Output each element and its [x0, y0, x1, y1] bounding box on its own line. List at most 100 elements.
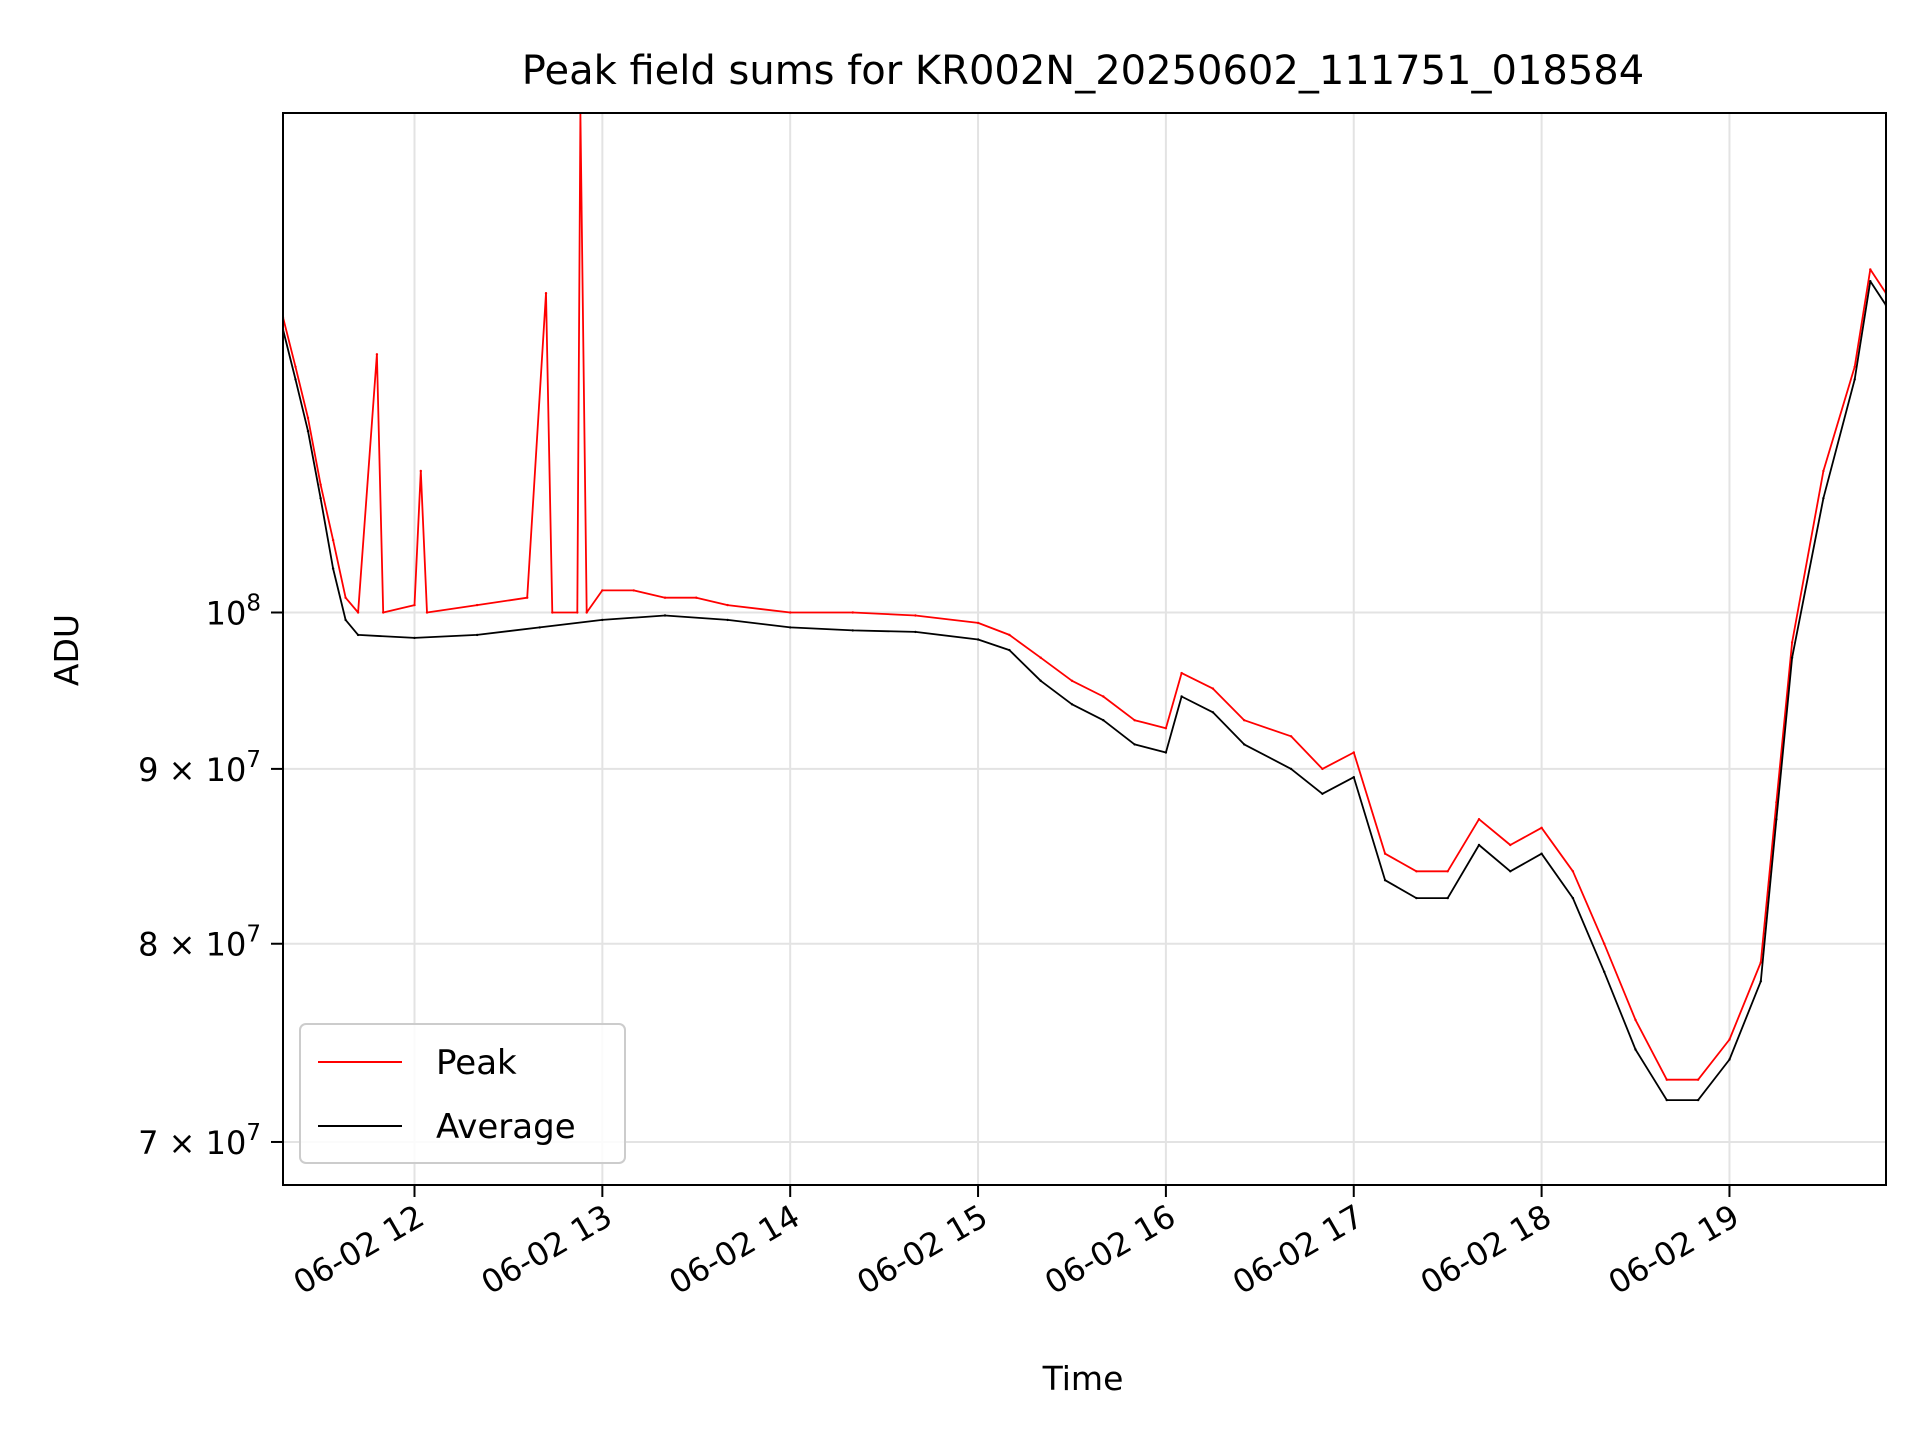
y-tick-label: 8 × 107 — [138, 922, 261, 964]
series-point — [1603, 942, 1606, 945]
series-point — [413, 636, 416, 640]
series-point — [294, 365, 297, 368]
series-point — [1696, 1078, 1700, 1081]
series-point — [1415, 870, 1418, 873]
series-point — [1321, 767, 1324, 771]
series-point — [1243, 719, 1246, 722]
legend: Peak Average — [299, 1023, 626, 1164]
series-point — [1415, 896, 1418, 900]
series-point — [851, 611, 854, 614]
series-point — [1634, 1018, 1637, 1022]
series-point — [601, 618, 604, 622]
series-point — [475, 633, 479, 637]
series-point — [1164, 751, 1168, 754]
series-point — [319, 483, 322, 486]
series-point — [1759, 980, 1763, 983]
series-point — [544, 292, 548, 295]
series-point — [789, 626, 792, 629]
series-point — [1133, 719, 1136, 722]
series-point — [1070, 703, 1074, 706]
series-point — [1211, 711, 1215, 714]
series-point — [1853, 378, 1856, 381]
series-point — [344, 596, 347, 599]
series-point — [1383, 879, 1387, 882]
series-point — [695, 596, 698, 599]
series-point — [551, 611, 554, 614]
series-point — [1790, 641, 1794, 644]
series-point — [1728, 1058, 1731, 1061]
series-point — [1164, 727, 1168, 730]
series-point — [851, 629, 854, 632]
series-point — [914, 614, 917, 617]
series-point — [1070, 679, 1074, 682]
series-point — [306, 416, 310, 420]
series-point — [1696, 1098, 1700, 1102]
series-point — [663, 596, 667, 599]
series-point — [576, 611, 579, 614]
series-point — [1180, 671, 1183, 675]
series-point — [1634, 1048, 1637, 1051]
plot-series — [283, 113, 1886, 1102]
series-point — [726, 618, 729, 622]
legend-label: Peak — [436, 1043, 517, 1083]
series-point — [1540, 826, 1543, 829]
legend-box — [299, 1023, 626, 1164]
series-point — [1180, 695, 1183, 698]
series-point — [1008, 648, 1011, 652]
series-point — [375, 353, 379, 356]
series-point — [1728, 1038, 1731, 1041]
series-point — [475, 603, 479, 607]
series-point — [1352, 751, 1356, 754]
chart-title: Peak field sums for KR002N_20250602_1117… — [522, 48, 1644, 94]
series-point — [1477, 843, 1481, 847]
series-point — [1289, 735, 1293, 738]
series-point — [319, 497, 322, 500]
series-point — [1211, 687, 1215, 690]
series-point — [1102, 695, 1105, 698]
series-point — [1775, 801, 1778, 804]
series-point — [1102, 719, 1105, 722]
series-line-average — [283, 280, 1886, 1101]
series-point — [1665, 1098, 1669, 1102]
series-point — [306, 429, 310, 433]
series-point — [1352, 776, 1356, 779]
series-point — [526, 596, 529, 599]
series-point — [1869, 280, 1872, 283]
series-point — [1509, 843, 1512, 847]
series-point — [419, 469, 422, 473]
series-point — [1383, 852, 1387, 855]
series-point — [1571, 870, 1575, 873]
x-axis-label: Time — [1042, 1359, 1124, 1398]
series-point — [585, 611, 588, 614]
series-point — [1243, 743, 1246, 746]
series-point — [1477, 818, 1481, 821]
series-point — [1509, 870, 1512, 873]
series-point — [1133, 743, 1136, 746]
y-axis-label: ADU — [47, 614, 86, 686]
series-point — [1822, 497, 1825, 500]
series-point — [1822, 469, 1825, 473]
series-point — [1665, 1078, 1669, 1081]
series-point — [331, 538, 335, 542]
series-point — [601, 589, 604, 592]
series-point — [356, 633, 360, 637]
series-point — [1039, 656, 1042, 659]
series-point — [356, 611, 360, 614]
series-point — [1039, 679, 1042, 682]
series-point — [1008, 633, 1011, 637]
series-point — [632, 589, 635, 592]
plot-frame — [282, 112, 1887, 1186]
series-point — [789, 611, 792, 614]
series-point — [425, 611, 429, 614]
series-point — [1571, 896, 1575, 900]
series-point — [331, 567, 335, 570]
series-point — [1321, 792, 1324, 795]
series-point — [1759, 961, 1763, 964]
series-point — [1603, 970, 1606, 973]
series-point — [976, 621, 980, 625]
series-point — [1853, 365, 1856, 368]
y-tick-label: 9 × 107 — [138, 747, 261, 789]
series-point — [1869, 268, 1872, 271]
